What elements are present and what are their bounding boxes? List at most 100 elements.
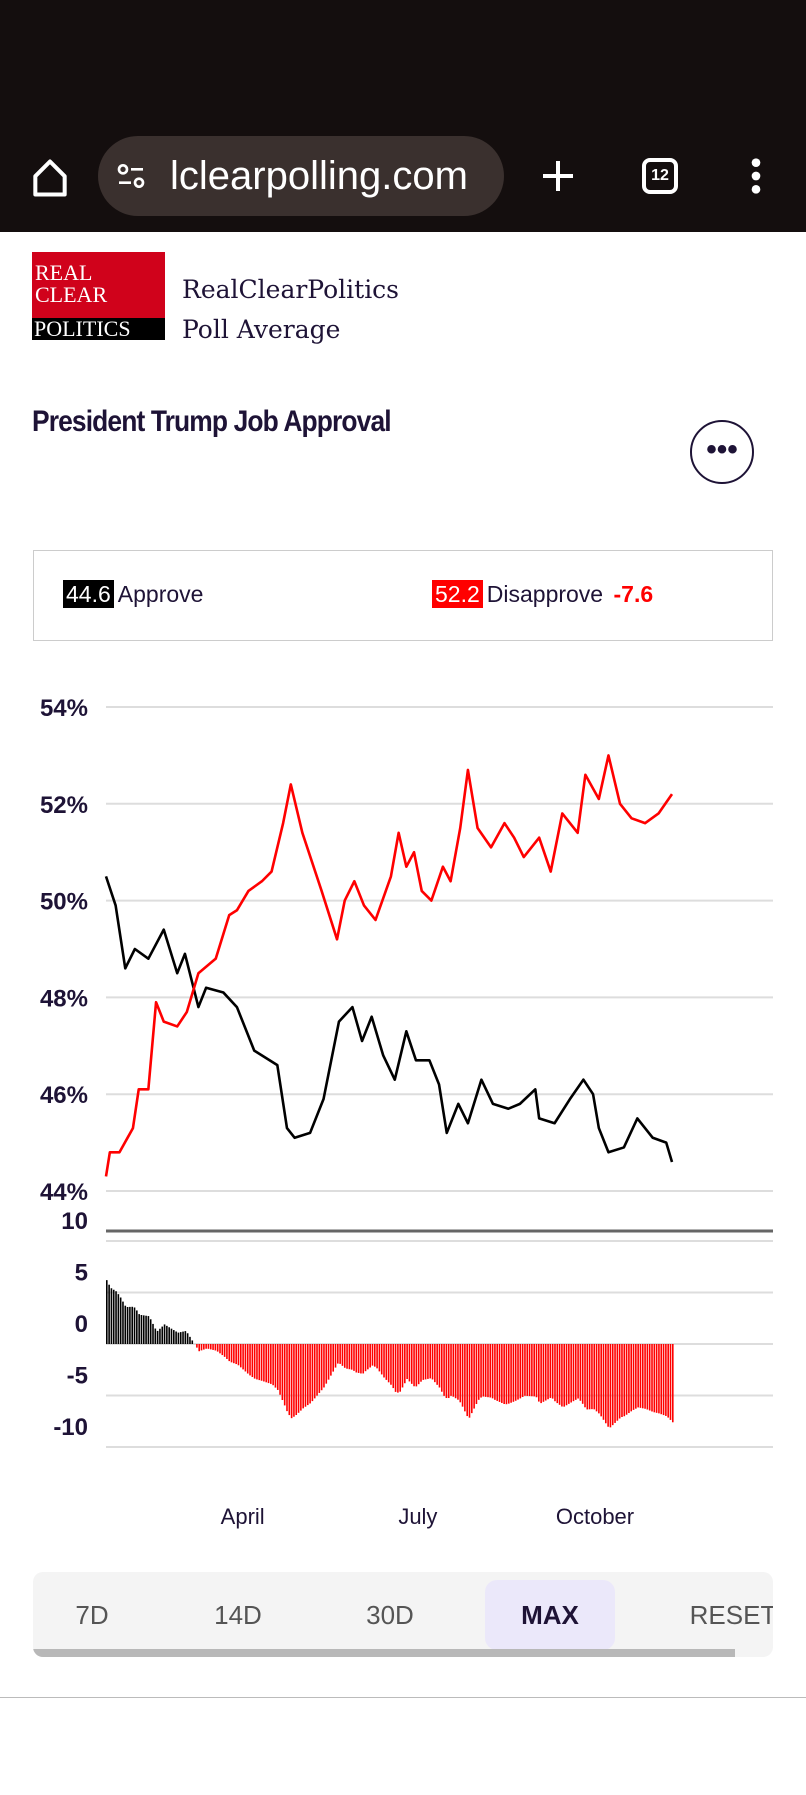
spread-bar	[226, 1344, 228, 1359]
x-tick-label: April	[221, 1504, 265, 1529]
spread-bar	[274, 1344, 277, 1388]
horizontal-scrollbar[interactable]	[33, 1649, 735, 1657]
spread-bar	[524, 1344, 526, 1396]
spread-bar	[182, 1331, 184, 1344]
spread-bar	[172, 1330, 175, 1344]
spread-bar	[380, 1344, 383, 1375]
spread-bar	[440, 1344, 443, 1392]
spread-bar	[170, 1328, 173, 1344]
spread-bar	[443, 1344, 445, 1396]
range-14d-button[interactable]: 14D	[214, 1600, 262, 1630]
spread-bar	[129, 1306, 131, 1344]
spread-bar	[337, 1344, 339, 1364]
reset-button[interactable]: RESET	[689, 1600, 773, 1630]
spread-bar	[404, 1344, 406, 1384]
spread-bar	[588, 1344, 591, 1410]
spread-bar	[450, 1344, 452, 1396]
spread-bar	[501, 1344, 503, 1403]
spread-bar	[189, 1336, 191, 1344]
spread-bar	[249, 1344, 251, 1376]
spread-bar	[302, 1344, 304, 1409]
brand-line: Poll Average	[182, 315, 341, 344]
spread-bar	[253, 1344, 256, 1379]
spread-bar	[115, 1291, 117, 1344]
tab-switcher-button[interactable]: 12	[642, 158, 678, 194]
spread-bar	[549, 1344, 552, 1398]
spread-bar	[623, 1344, 626, 1417]
page-title: President Trump Job Approval	[32, 405, 392, 438]
new-tab-icon[interactable]	[538, 156, 578, 196]
spread-bar	[466, 1344, 468, 1417]
site-settings-icon[interactable]	[115, 160, 147, 192]
y-tick-label: 44%	[40, 1179, 88, 1206]
spread-bar	[237, 1344, 240, 1366]
ellipsis-icon: •••	[706, 433, 738, 466]
spread-bar	[535, 1344, 538, 1398]
range-max-button[interactable]: MAX	[485, 1580, 615, 1650]
spread-bar	[263, 1344, 265, 1382]
spread-bar	[605, 1344, 607, 1424]
spread-bar	[401, 1344, 404, 1388]
spread-bar	[665, 1344, 667, 1416]
spread-bar	[505, 1344, 508, 1405]
spread-bar	[487, 1344, 489, 1398]
spread-bar	[494, 1344, 496, 1400]
spread-bar	[392, 1344, 395, 1389]
spread-bar	[651, 1344, 653, 1412]
range-7d-button[interactable]: 7D	[75, 1600, 109, 1630]
y-tick-label: 48%	[40, 985, 88, 1012]
spread-bar	[507, 1344, 510, 1404]
spread-bar	[341, 1344, 344, 1366]
spread-bar	[544, 1344, 547, 1401]
spread-bar	[360, 1344, 362, 1374]
logo-line: CLEAR	[35, 282, 108, 307]
spread-bar	[447, 1344, 450, 1399]
spread-bar	[579, 1344, 582, 1401]
spread-bar	[258, 1344, 261, 1381]
spread-bar	[436, 1344, 438, 1385]
spread-bar	[306, 1344, 309, 1406]
spread-bar	[149, 1319, 152, 1344]
spread-bar	[216, 1344, 219, 1352]
spread-bar	[244, 1344, 247, 1372]
home-icon[interactable]	[28, 156, 72, 200]
spread-bar	[434, 1344, 436, 1383]
spread-bar	[459, 1344, 462, 1403]
range-30d-button[interactable]: 30D	[366, 1600, 414, 1630]
rcp-logo[interactable]: REAL CLEAR POLITICS	[32, 252, 165, 340]
x-tick-label: July	[398, 1504, 437, 1529]
spread-bar	[637, 1344, 639, 1408]
url-text[interactable]: lclearpolling.com	[170, 154, 468, 198]
spread-bar	[672, 1344, 674, 1423]
spread-bar	[667, 1344, 669, 1418]
spread-bar	[265, 1344, 268, 1383]
spread-bar	[593, 1344, 596, 1410]
spread-bar	[112, 1289, 115, 1344]
address-bar[interactable]: lclearpolling.com	[98, 136, 504, 216]
spread-bar	[591, 1344, 593, 1410]
spread-bar	[207, 1344, 210, 1349]
spread-bar	[175, 1331, 177, 1344]
spread-bar	[373, 1344, 376, 1367]
spread-bar	[614, 1344, 616, 1423]
spread-bar	[367, 1344, 369, 1370]
more-menu-button[interactable]: •••	[690, 420, 754, 484]
spread-bar	[378, 1344, 381, 1372]
spread-bar	[397, 1344, 399, 1393]
spread-bar	[152, 1323, 154, 1344]
spread-bar	[473, 1344, 475, 1409]
spread-bar	[551, 1344, 554, 1399]
spread-bar	[387, 1344, 390, 1383]
spread-tick-label: -10	[53, 1414, 88, 1441]
spread-bar	[209, 1344, 212, 1350]
spread-bar	[212, 1344, 214, 1350]
more-options-icon[interactable]	[744, 156, 768, 196]
spread-bar	[325, 1344, 328, 1384]
spread-bar	[558, 1344, 561, 1405]
spread-bar	[420, 1344, 422, 1382]
approval-chart[interactable]: 54% 52% 50% 48% 46% 44%10 5 0 -5 -10 April July Octo…	[0, 680, 806, 1540]
spread-bar	[531, 1344, 533, 1397]
spread-bar	[156, 1330, 159, 1344]
spread-bar	[475, 1344, 478, 1405]
spread-bar	[205, 1344, 207, 1349]
